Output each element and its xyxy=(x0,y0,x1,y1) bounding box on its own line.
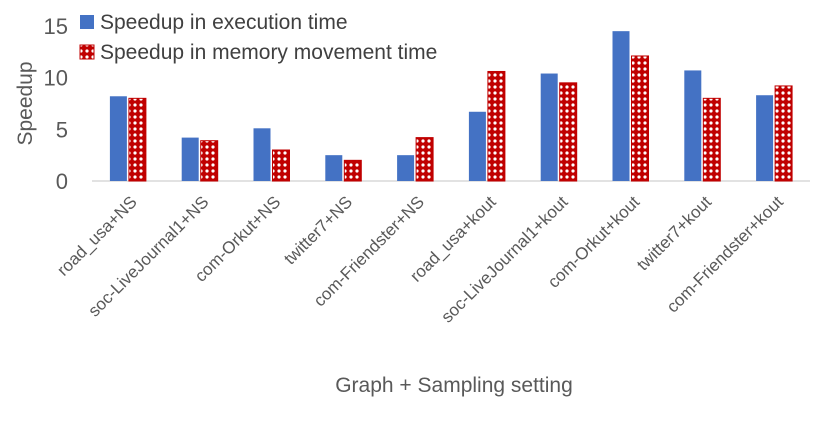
y-tick-label: 10 xyxy=(44,66,68,91)
bar-memory-movement-time xyxy=(343,159,362,182)
x-tick-label: soc-LiveJournal1+NS xyxy=(84,192,212,320)
bar-execution-time xyxy=(109,96,127,181)
x-tick-label: soc-LiveJournal1+kout xyxy=(437,192,571,326)
bars xyxy=(109,31,793,182)
y-tick-label: 5 xyxy=(56,117,68,142)
category-labels: road_usa+NSsoc-LiveJournal1+NScom-Orkut+… xyxy=(53,192,787,326)
bar-memory-movement-time xyxy=(631,55,649,182)
bar-execution-time xyxy=(612,31,630,181)
bar-execution-time xyxy=(540,73,558,181)
bar-execution-time xyxy=(181,137,199,181)
y-tick-label: 15 xyxy=(44,14,68,39)
legend-swatch-memory xyxy=(79,44,95,60)
bar-memory-movement-time xyxy=(415,137,434,182)
bar-memory-movement-time xyxy=(774,85,793,182)
bar-memory-movement-time xyxy=(272,149,290,182)
bar-execution-time xyxy=(397,155,415,181)
bar-execution-time xyxy=(325,155,343,181)
y-axis-title: Speedup xyxy=(14,61,37,145)
bar-execution-time xyxy=(756,95,774,181)
bar-memory-movement-time xyxy=(128,97,147,182)
legend: Speedup in execution time Speedup in memo… xyxy=(79,11,437,64)
y-tick-label: 0 xyxy=(56,169,68,194)
bar-execution-time xyxy=(253,128,271,181)
legend-label: Speedup in memory movement time xyxy=(100,41,437,64)
x-axis-title: Graph + Sampling setting xyxy=(335,374,573,397)
bar-memory-movement-time xyxy=(487,70,506,182)
bar-memory-movement-time xyxy=(702,97,721,182)
x-tick-label: com-Friendster+kout xyxy=(663,192,787,316)
bar-execution-time xyxy=(684,70,702,181)
x-tick-label: twitter7+NS xyxy=(280,192,356,268)
y-axis-ticks: 0 5 10 15 xyxy=(44,14,68,194)
bar-memory-movement-time xyxy=(559,82,578,182)
bar-execution-time xyxy=(468,111,486,181)
legend-swatch-execution xyxy=(80,15,94,29)
bar-memory-movement-time xyxy=(200,140,219,182)
legend-label: Speedup in execution time xyxy=(100,11,348,34)
